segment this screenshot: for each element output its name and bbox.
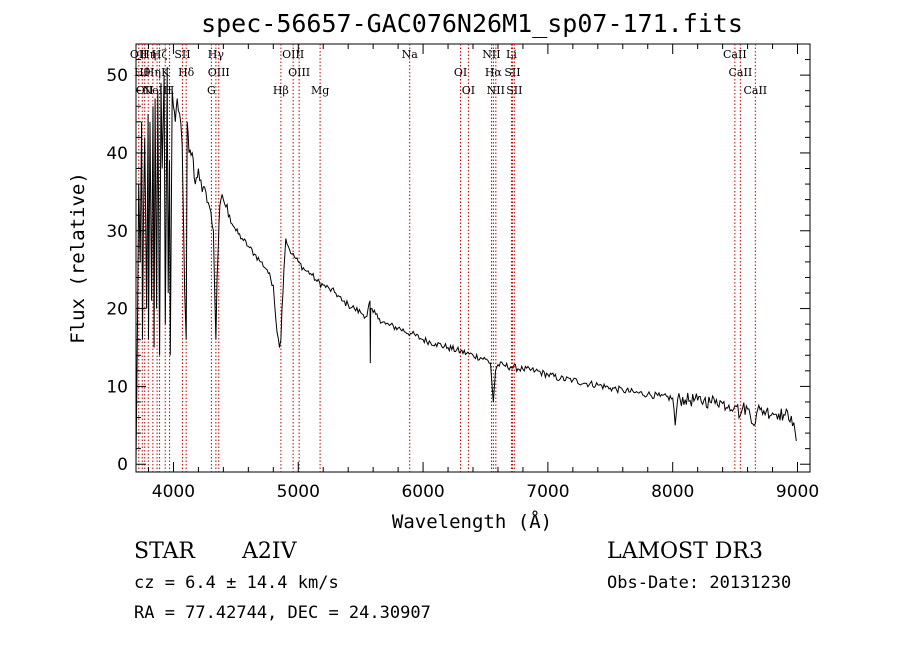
x-tick-label: 6000 xyxy=(401,482,444,502)
x-tick-label: 4000 xyxy=(152,482,195,502)
y-axis-label: Flux (relative) xyxy=(67,172,89,344)
line-marker-label: NII xyxy=(487,84,505,97)
line-marker-label: OIII xyxy=(208,66,230,79)
x-tick-label: 5000 xyxy=(277,482,320,502)
line-marker-label: SII xyxy=(504,66,520,79)
plot-frame xyxy=(135,43,811,473)
line-marker-label: OIII xyxy=(282,48,304,61)
line-marker-label: Hδ xyxy=(178,66,195,79)
line-marker-labels: OIIHθOIIHηHηNeIIIHζKHSIIHδGHγOIIIHβOIIIO… xyxy=(130,48,767,97)
line-marker-label: Hη xyxy=(145,66,161,79)
line-marker-label: SII xyxy=(174,48,190,61)
line-marker-label: SII xyxy=(506,84,522,97)
line-marker-label: OII xyxy=(130,48,148,61)
line-marker-label: OI xyxy=(462,84,475,97)
line-marker-label: Hη xyxy=(140,48,156,61)
axis-ticks: 4000 5000 6000 7000 8000 9000 0 10 20 30 40 50 xyxy=(106,44,819,502)
y-tick-label: 0 xyxy=(117,455,128,475)
ra-dec: RA = 77.42744, DEC = 24.30907 xyxy=(134,603,431,623)
redshift-cz: cz = 6.4 ± 14.4 km/s xyxy=(134,573,339,593)
line-marker-label: NII xyxy=(482,48,500,61)
line-marker-label: Mg xyxy=(311,84,329,97)
y-tick-label: 20 xyxy=(106,300,128,320)
chart-title: spec-56657-GAC076N26M1_sp07-171.fits xyxy=(201,9,743,38)
line-marker-label: Hζ xyxy=(152,48,168,61)
line-marker-label: Na xyxy=(402,48,419,61)
x-tick-label: 7000 xyxy=(526,482,569,502)
flux-series-line xyxy=(135,67,797,465)
line-marker-label: H xyxy=(165,84,175,97)
y-tick-label: 50 xyxy=(106,66,128,86)
obs-date: Obs-Date: 20131230 xyxy=(607,573,792,593)
line-marker-label: OII xyxy=(136,84,154,97)
line-marker-label: G xyxy=(207,84,216,97)
line-marker-label: Hθ xyxy=(134,66,151,79)
line-marker-label: OIII xyxy=(288,66,310,79)
line-marker-label: Hα xyxy=(485,66,503,79)
line-marker-label: CaII xyxy=(723,48,747,61)
survey-name: LAMOST DR3 xyxy=(607,539,763,564)
y-tick-label: 30 xyxy=(106,222,128,242)
line-marker-label: Hβ xyxy=(273,84,289,97)
line-marker-label: CaII xyxy=(729,66,753,79)
x-axis-label: Wavelength (Å) xyxy=(392,510,552,533)
line-marker-label: Li xyxy=(506,48,517,61)
x-tick-label: 9000 xyxy=(776,482,819,502)
line-markers xyxy=(138,44,756,472)
y-tick-label: 10 xyxy=(106,377,128,397)
line-marker-label: OI xyxy=(454,66,467,79)
object-class: STAR xyxy=(134,539,195,564)
line-marker-label: K xyxy=(161,66,170,79)
line-marker-label: Hγ xyxy=(208,48,225,61)
x-tick-label: 8000 xyxy=(651,482,694,502)
line-marker-label: CaII xyxy=(743,84,767,97)
y-tick-label: 40 xyxy=(106,144,128,164)
object-subclass: A2IV xyxy=(242,539,297,564)
